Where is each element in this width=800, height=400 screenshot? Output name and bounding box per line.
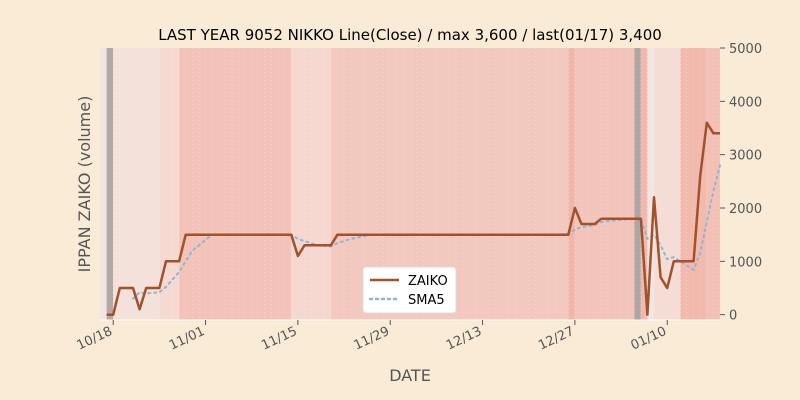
x-tick-label: 11/15 — [259, 324, 299, 353]
background-band-3 — [159, 48, 180, 320]
x-tick-label: 01/10 — [629, 324, 669, 353]
y-tick-label: 5000 — [729, 42, 762, 57]
series-lines — [106, 121, 721, 316]
x-tick-label: 12/27 — [536, 324, 576, 353]
chart-title: LAST YEAR 9052 NIKKO Line(Close) / max 3… — [158, 26, 662, 44]
background-band-7 — [568, 48, 575, 320]
background-band-4 — [179, 48, 292, 320]
y-tick-label: 4000 — [729, 95, 762, 110]
y-tick-label: 0 — [729, 309, 737, 324]
background-band-10 — [640, 48, 648, 320]
background-band-12 — [654, 48, 681, 320]
background-band-0 — [100, 48, 107, 320]
series-line-zaiko — [106, 121, 720, 316]
y-tick-label: 3000 — [729, 149, 762, 164]
background-band-5 — [291, 48, 331, 320]
background-band-8 — [574, 48, 635, 320]
x-axis-label: DATE — [389, 366, 431, 385]
background-band-11 — [647, 48, 655, 320]
y-axis-label: IPPAN ZAIKO (volume) — [75, 96, 94, 273]
x-tick-label: 11/01 — [167, 324, 207, 353]
legend-label-sma5: SMA5 — [408, 293, 445, 308]
legend: ZAIKO SMA5 — [362, 266, 457, 314]
x-tick-label: 11/29 — [352, 324, 392, 353]
legend-box — [362, 266, 457, 314]
background-band-2 — [113, 48, 160, 320]
background-band-1 — [106, 48, 114, 320]
background-band-9 — [634, 48, 641, 320]
background-bands — [100, 48, 720, 320]
x-tick-label: 12/13 — [444, 324, 484, 353]
background-band-14 — [706, 48, 720, 320]
legend-label-zaiko: ZAIKO — [408, 274, 448, 289]
y-tick-label: 2000 — [729, 202, 762, 217]
x-tick-label: 10/18 — [75, 324, 115, 353]
grid-lines — [99, 48, 721, 320]
background-band-13 — [680, 48, 707, 320]
y-tick-label: 1000 — [729, 255, 762, 270]
